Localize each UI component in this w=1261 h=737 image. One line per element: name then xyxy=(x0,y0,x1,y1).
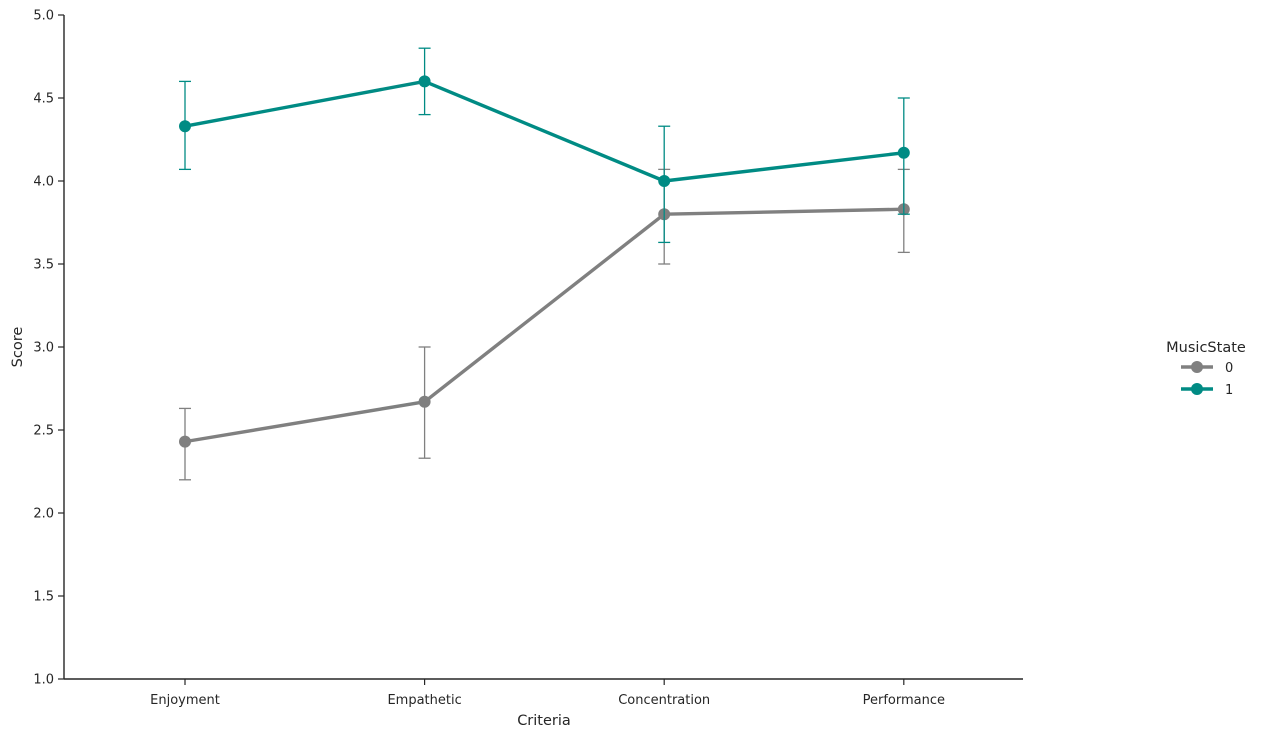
y-ticks: 1.0 1.5 2.0 2.5 3.0 3.5 4.0 4.5 5.0 xyxy=(33,9,64,688)
legend: MusicState 01 xyxy=(1166,340,1246,398)
y-tick-label: 3.5 xyxy=(33,258,54,273)
series-0 xyxy=(179,168,910,481)
x-tick-label: Empathetic xyxy=(387,693,461,708)
data-point xyxy=(418,75,431,88)
legend-title: MusicState xyxy=(1166,340,1246,356)
y-tick-label: 3.0 xyxy=(33,341,54,356)
legend-label: 1 xyxy=(1225,383,1233,398)
data-point xyxy=(418,395,431,408)
y-tick-label: 1.5 xyxy=(33,590,54,605)
data-point xyxy=(658,175,671,187)
y-tick-label: 2.0 xyxy=(33,507,54,522)
y-tick-label: 4.5 xyxy=(33,92,54,107)
x-tick-label: Performance xyxy=(863,693,945,708)
legend-item: 0 xyxy=(1181,361,1233,376)
series-1 xyxy=(179,47,910,244)
legend-swatch-marker xyxy=(1191,383,1203,395)
plot-series xyxy=(179,47,910,481)
legend-items: 01 xyxy=(1181,361,1233,398)
data-point xyxy=(897,146,910,159)
y-tick-label: 4.0 xyxy=(33,175,54,190)
data-point xyxy=(179,120,191,133)
data-point xyxy=(179,435,191,448)
y-tick-label: 2.5 xyxy=(33,424,54,439)
series-line xyxy=(184,79,904,183)
legend-label: 0 xyxy=(1225,361,1233,376)
legend-swatch-marker xyxy=(1191,361,1203,373)
series-line xyxy=(184,207,904,444)
axes xyxy=(63,15,1023,680)
x-tick-label: Enjoyment xyxy=(150,693,220,708)
x-axis-title: Criteria xyxy=(517,713,571,729)
legend-item: 1 xyxy=(1181,383,1233,398)
y-tick-label: 5.0 xyxy=(33,9,54,24)
x-tick-label: Concentration xyxy=(618,693,710,708)
y-tick-label: 1.0 xyxy=(33,673,54,688)
y-axis-title: Score xyxy=(10,327,26,368)
x-ticks: Enjoyment Empathetic Concentration Performa… xyxy=(150,679,945,708)
